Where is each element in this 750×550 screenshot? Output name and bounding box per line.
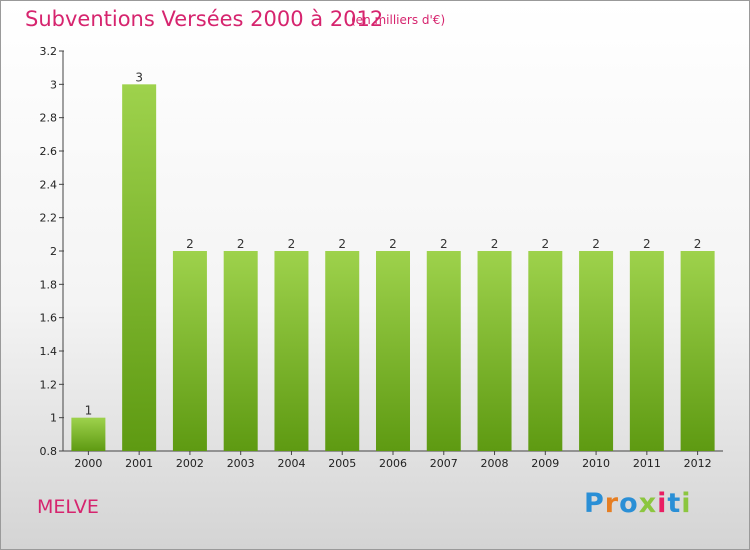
value-label: 2 <box>643 237 651 251</box>
bar-2011 <box>629 251 664 451</box>
bar-2001 <box>122 84 157 451</box>
logo-letter: o <box>619 488 639 519</box>
value-label: 2 <box>440 237 448 251</box>
x-tick-label: 2009 <box>531 457 559 470</box>
bar-2010 <box>579 251 614 451</box>
bar-2006 <box>376 251 410 451</box>
bar-2008 <box>477 251 512 451</box>
y-tick-label: 2.4 <box>40 178 58 191</box>
bar-2003 <box>223 251 258 451</box>
value-label: 2 <box>237 237 245 251</box>
y-tick-label: 2.2 <box>40 212 58 225</box>
proxiti-logo: Proxiti <box>584 488 692 519</box>
x-tick-label: 2004 <box>277 457 305 470</box>
x-tick-label: 2012 <box>684 457 712 470</box>
y-tick-label: 0.8 <box>40 445 58 458</box>
logo-letter: P <box>584 488 605 519</box>
y-tick-label: 2 <box>50 245 57 258</box>
x-tick-label: 2000 <box>74 457 102 470</box>
logo-letter: i <box>657 488 668 519</box>
value-label: 2 <box>541 237 549 251</box>
value-label: 2 <box>491 237 499 251</box>
value-label: 2 <box>186 237 194 251</box>
x-tick-label: 2003 <box>227 457 255 470</box>
x-tick-label: 2006 <box>379 457 407 470</box>
x-tick-label: 2001 <box>125 457 153 470</box>
x-tick-label: 2008 <box>481 457 509 470</box>
x-tick-label: 2007 <box>430 457 458 470</box>
logo-letter: i <box>681 488 692 519</box>
logo-letter: x <box>638 488 658 519</box>
bar-2007 <box>426 251 461 451</box>
commune-name: MELVE <box>37 496 99 518</box>
logo-letter: r <box>604 488 620 519</box>
bar-2005 <box>325 251 360 451</box>
x-tick-label: 2005 <box>328 457 356 470</box>
y-tick-label: 1.4 <box>40 345 58 358</box>
x-tick-label: 2011 <box>633 457 661 470</box>
y-tick-label: 2.6 <box>40 145 58 158</box>
y-tick-label: 1.6 <box>40 312 58 325</box>
chart-title: Subventions Versées 2000 à 2012 <box>25 7 384 31</box>
value-label: 2 <box>389 237 397 251</box>
y-tick-label: 1 <box>50 412 57 425</box>
y-tick-label: 2.8 <box>40 112 58 125</box>
value-label: 2 <box>338 237 346 251</box>
value-label: 2 <box>288 237 296 251</box>
bar-2000 <box>71 417 106 451</box>
bar-2009 <box>528 251 563 451</box>
value-label: 2 <box>592 237 600 251</box>
bar-2002 <box>172 251 207 451</box>
y-tick-label: 3.2 <box>40 45 58 58</box>
logo-letter: t <box>667 488 682 519</box>
chart-unit: (en milliers d'€) <box>351 13 446 27</box>
y-tick-label: 3 <box>50 78 57 91</box>
value-label: 1 <box>85 404 93 418</box>
x-tick-label: 2002 <box>176 457 204 470</box>
y-tick-label: 1.2 <box>40 378 58 391</box>
bar-2012 <box>680 251 715 451</box>
x-tick-label: 2010 <box>582 457 610 470</box>
bar-2004 <box>274 251 309 451</box>
y-tick-label: 1.8 <box>40 278 58 291</box>
value-label: 2 <box>694 237 702 251</box>
value-label: 3 <box>135 70 143 84</box>
